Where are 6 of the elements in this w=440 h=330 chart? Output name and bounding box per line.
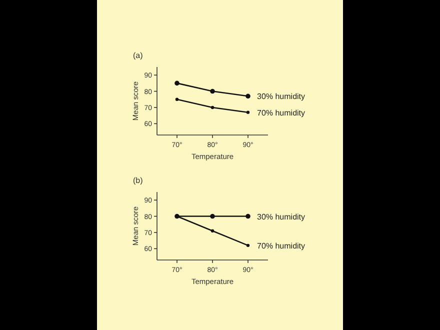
series-label: 30% humidity	[257, 92, 306, 102]
chart-title: (a)	[133, 51, 144, 60]
chart-title: (b)	[133, 176, 144, 185]
series-label: 30% humidity	[257, 212, 306, 222]
series-label: 70% humidity	[257, 108, 306, 118]
series-label: 70% humidity	[257, 241, 306, 250]
